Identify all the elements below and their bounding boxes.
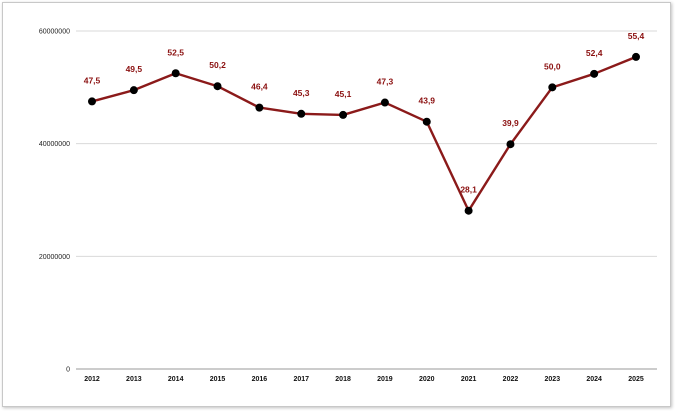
x-tick-label: 2014	[168, 376, 184, 383]
x-tick-label: 2013	[126, 376, 142, 383]
data-point	[590, 69, 599, 78]
series-markers	[88, 52, 640, 215]
data-point	[422, 117, 431, 126]
data-label: 45,3	[293, 88, 310, 98]
y-tick-label: 20000000	[39, 254, 70, 261]
x-tick-label: 2025	[628, 376, 644, 383]
data-label: 28,1	[460, 185, 477, 195]
x-tick-label: 2018	[335, 376, 351, 383]
x-axis: 2012 2013 2014 2015 2016 2017 2018 2019 2020 2021…	[84, 376, 644, 383]
x-tick-label: 2022	[503, 376, 519, 383]
data-label: 52,4	[586, 48, 603, 58]
series-line	[91, 55, 637, 212]
data-label: 47,5	[84, 75, 101, 85]
data-point	[548, 83, 557, 92]
x-tick-label: 2023	[545, 376, 561, 383]
data-point	[129, 86, 138, 95]
data-point	[506, 140, 515, 149]
data-label: 46,4	[251, 82, 268, 92]
data-label: 49,5	[126, 64, 143, 74]
data-point	[171, 69, 180, 78]
x-tick-label: 2015	[210, 376, 226, 383]
y-tick-label: 60000000	[39, 29, 70, 36]
y-axis: 0 20000000 40000000 60000000	[39, 29, 70, 374]
data-point	[380, 98, 389, 107]
x-tick-label: 2019	[377, 376, 393, 383]
data-label: 55,4	[628, 31, 645, 41]
x-tick-label: 2020	[419, 376, 435, 383]
x-tick-label: 2012	[84, 376, 100, 383]
x-tick-label: 2024	[586, 376, 602, 383]
data-label: 43,9	[418, 96, 435, 106]
data-label: 50,2	[209, 60, 226, 70]
y-tick-label: 0	[66, 367, 70, 374]
data-labels: 47,5 49,5 52,5 50,2 46,4 45,3 45,1 47,3 43,9 28,1…	[84, 31, 645, 195]
data-point	[632, 52, 640, 61]
gridlines	[76, 30, 657, 370]
data-point	[339, 110, 348, 119]
data-label: 39,9	[502, 118, 519, 128]
data-label: 47,3	[377, 77, 394, 87]
data-point	[297, 109, 306, 118]
x-tick-label: 2021	[461, 376, 477, 383]
x-tick-label: 2017	[293, 376, 309, 383]
series-line-path	[91, 55, 637, 212]
data-label: 50,0	[544, 61, 561, 71]
y-tick-label: 40000000	[39, 141, 70, 148]
data-point	[88, 97, 96, 106]
data-label: 52,5	[167, 47, 184, 57]
chart-frame	[2, 2, 671, 407]
data-point	[464, 206, 473, 215]
data-label: 45,1	[335, 89, 352, 99]
data-point	[255, 103, 264, 112]
x-tick-label: 2016	[252, 376, 268, 383]
data-point	[213, 82, 222, 91]
